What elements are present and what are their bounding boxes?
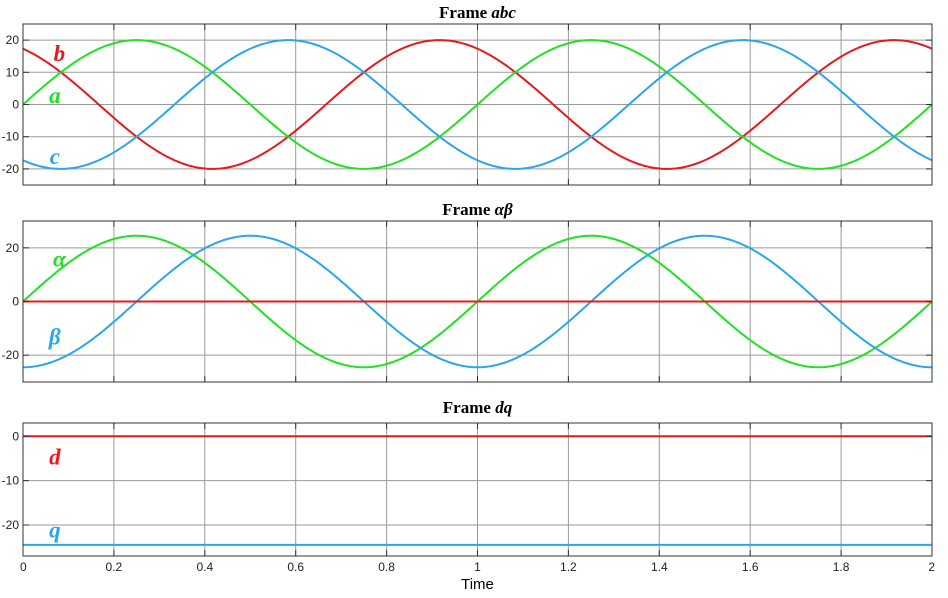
series-label: b (54, 41, 66, 66)
y-tick-label: 0 (12, 429, 19, 443)
y-tick-label: 10 (6, 65, 20, 79)
x-tick-label: 1 (474, 560, 481, 574)
series-label: c (50, 144, 60, 169)
panel-title-variable: abc (491, 3, 516, 22)
x-axis-label: Time (461, 576, 494, 593)
panel-title-text: Frame (439, 3, 491, 22)
x-tick-label: 0 (20, 560, 27, 574)
x-tick-label: 1.6 (742, 560, 759, 574)
x-tick-label: 0.2 (106, 560, 123, 574)
y-tick-label: 0 (12, 295, 19, 309)
y-tick-label: 0 (12, 98, 19, 112)
series-line-c (22, 39, 933, 170)
x-tick-label: 1.4 (651, 560, 668, 574)
series-line-β (22, 234, 933, 369)
y-tick-label: -20 (2, 162, 20, 176)
panel-title: Frame dq (443, 398, 513, 417)
x-tick-label: 1.8 (833, 560, 850, 574)
y-tick-label: 20 (6, 241, 20, 255)
panel-title-variable: dq (495, 398, 513, 417)
panel-title-text: Frame (442, 200, 494, 219)
series-line-a (22, 39, 933, 170)
panel-title-text: Frame (443, 398, 495, 417)
y-tick-label: -10 (2, 474, 20, 488)
series-line-b (22, 39, 933, 170)
y-tick-label: -20 (2, 348, 20, 362)
panel-title: Frame αβ (442, 200, 513, 219)
x-tick-label: 2 (928, 560, 935, 574)
x-tick-label: 0.6 (287, 560, 304, 574)
panel-title: Frame abc (439, 3, 516, 22)
y-tick-label: 20 (6, 33, 20, 47)
series-label: d (49, 444, 61, 469)
y-tick-label: -20 (2, 518, 20, 532)
y-tick-label: -10 (2, 130, 20, 144)
series-label: q (49, 517, 61, 542)
x-tick-label: 0.8 (378, 560, 395, 574)
panel-1: Frame abc ba c -20 -10 0 10 20 (2, 3, 933, 186)
series-label: α (53, 247, 67, 272)
x-tick-label: 1.2 (560, 560, 577, 574)
x-tick-label: 0.4 (196, 560, 213, 574)
panel-title-variable: αβ (495, 200, 513, 219)
series-label: β (48, 324, 61, 349)
series-label: a (49, 83, 61, 108)
